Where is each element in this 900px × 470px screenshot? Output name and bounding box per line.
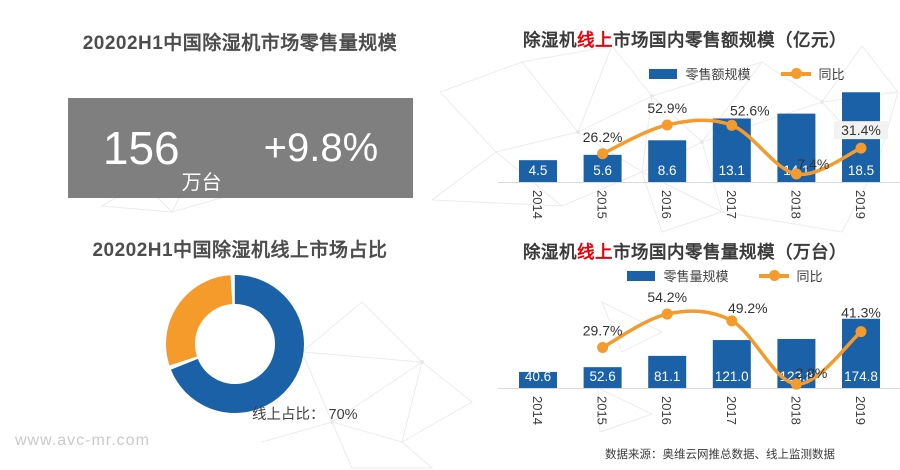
year-label-2019: 2019 bbox=[853, 190, 868, 219]
year-label-2019: 2019 bbox=[853, 396, 868, 425]
growth-label: 31.4% bbox=[841, 122, 881, 138]
year-label-2016: 2016 bbox=[659, 190, 674, 219]
growth-dot-2016 bbox=[661, 119, 673, 131]
growth-dot-2018 bbox=[790, 168, 802, 180]
retail-volume-title: 20202H1中国除湿机市场零售量规模 bbox=[82, 33, 398, 54]
growth-dot-2018 bbox=[790, 378, 802, 390]
donut-offline-arc bbox=[166, 275, 304, 413]
bar-2016 bbox=[648, 355, 687, 388]
bar-2015 bbox=[583, 367, 622, 388]
bar-legend-label: 零售额规模 bbox=[685, 67, 751, 82]
donut-chart bbox=[160, 269, 310, 419]
data-source-note: 数据来源：奥维云网推总数据、线上监测数据 bbox=[605, 449, 835, 461]
growth-dot-2017 bbox=[726, 315, 738, 327]
revenue-chart-legend: 零售额规模 同比 bbox=[532, 64, 900, 83]
growth-label: 2.8% bbox=[795, 365, 827, 381]
volume-chart-legend: 零售量规模 同比 bbox=[510, 266, 900, 285]
growth-label-bg bbox=[834, 121, 888, 140]
revenue-chart: 4.55.68.613.114.118.526.2%52.9%52.6%7.4%… bbox=[498, 92, 900, 219]
kpi-unit: 万台 bbox=[181, 172, 222, 194]
title-part-highlight: 线上 bbox=[577, 30, 613, 50]
growth-label: 49.2% bbox=[728, 300, 768, 316]
growth-label: 52.9% bbox=[647, 100, 687, 116]
growth-dot-2016 bbox=[661, 308, 673, 320]
bar-legend-swatch bbox=[627, 270, 656, 281]
bar-2014 bbox=[519, 371, 557, 388]
growth-dot-2017 bbox=[726, 119, 738, 131]
year-label-2018: 2018 bbox=[788, 396, 803, 425]
year-label-2016: 2016 bbox=[659, 396, 674, 425]
bar-value-label: 174.8 bbox=[844, 369, 878, 384]
title-part-highlight: 线上 bbox=[577, 242, 613, 262]
bar-value-label: 40.6 bbox=[525, 369, 551, 384]
kpi-value: 156 bbox=[102, 122, 180, 174]
right-charts-column: 除湿机线上市场国内零售额规模（亿元） 零售额规模 同比 4.5 5.6 8.6 13.… bbox=[470, 0, 900, 470]
year-label-2015: 2015 bbox=[595, 190, 610, 219]
year-label-2017: 2017 bbox=[724, 190, 739, 219]
growth-label: 52.6% bbox=[730, 102, 770, 118]
kpi-card: 156 万台 +9.8% bbox=[68, 98, 413, 198]
year-label-2014: 2014 bbox=[530, 190, 545, 219]
volume-chart: 40.6 52.6 81.1 121.0 123.8 174.829.7%54.2%49.… bbox=[498, 289, 900, 425]
revenue-chart-title: 除湿机线上市场国内零售额规模（亿元） bbox=[470, 27, 900, 52]
year-label-2017: 2017 bbox=[724, 396, 739, 425]
donut-online-arc bbox=[166, 275, 304, 413]
kpi-growth: +9.8% bbox=[263, 126, 379, 170]
title-part: 除湿机 bbox=[523, 242, 577, 262]
bar-value-label: 13.1 bbox=[719, 163, 745, 178]
watermark-url: www.avc-mr.com bbox=[15, 432, 150, 449]
year-label-2014: 2014 bbox=[530, 396, 545, 425]
title-part: 市场国内零售额规模（亿元） bbox=[613, 30, 847, 50]
bar-value-label: 121.0 bbox=[715, 369, 749, 384]
line-legend-swatch bbox=[780, 68, 811, 79]
bar-value-label: 5.6 bbox=[593, 163, 612, 178]
year-label-2018: 2018 bbox=[788, 190, 803, 219]
title-part: 除湿机 bbox=[523, 30, 577, 50]
bar-legend-label: 零售量规模 bbox=[663, 269, 729, 284]
bar-2017 bbox=[712, 340, 751, 388]
bar-2015 bbox=[583, 154, 622, 182]
donut-share-label: 线上占比： 70% bbox=[252, 407, 358, 423]
online-share-title: 20202H1中国除湿机线上市场占比 bbox=[92, 240, 388, 261]
bar-value-label: 8.6 bbox=[658, 163, 677, 178]
line-legend-swatch bbox=[758, 270, 789, 281]
growth-label: 41.3% bbox=[841, 305, 881, 321]
volume-chart-title: 除湿机线上市场国内零售量规模（万台） bbox=[470, 239, 900, 264]
growth-dot-2015 bbox=[597, 341, 609, 353]
growth-label: 7.4% bbox=[797, 156, 829, 172]
bar-2014 bbox=[519, 160, 557, 182]
line-legend-label: 同比 bbox=[796, 269, 823, 284]
year-label-2015: 2015 bbox=[595, 396, 610, 425]
bar-value-label: 81.1 bbox=[654, 369, 680, 384]
growth-dot-2015 bbox=[597, 148, 609, 160]
bar-legend-swatch bbox=[649, 68, 678, 79]
growth-label: 54.2% bbox=[647, 289, 687, 305]
title-part: 市场国内零售量规模（万台） bbox=[613, 242, 847, 262]
line-legend-label: 同比 bbox=[818, 67, 845, 82]
growth-dot-2019 bbox=[855, 326, 867, 338]
growth-label: 26.2% bbox=[583, 129, 623, 145]
bar-value-label: 4.5 bbox=[529, 163, 548, 178]
bar-value-label: 18.5 bbox=[848, 163, 874, 178]
growth-label: 29.7% bbox=[583, 322, 623, 338]
bar-value-label: 52.6 bbox=[589, 369, 615, 384]
bar-2016 bbox=[648, 140, 687, 182]
growth-dot-2019 bbox=[855, 142, 867, 154]
